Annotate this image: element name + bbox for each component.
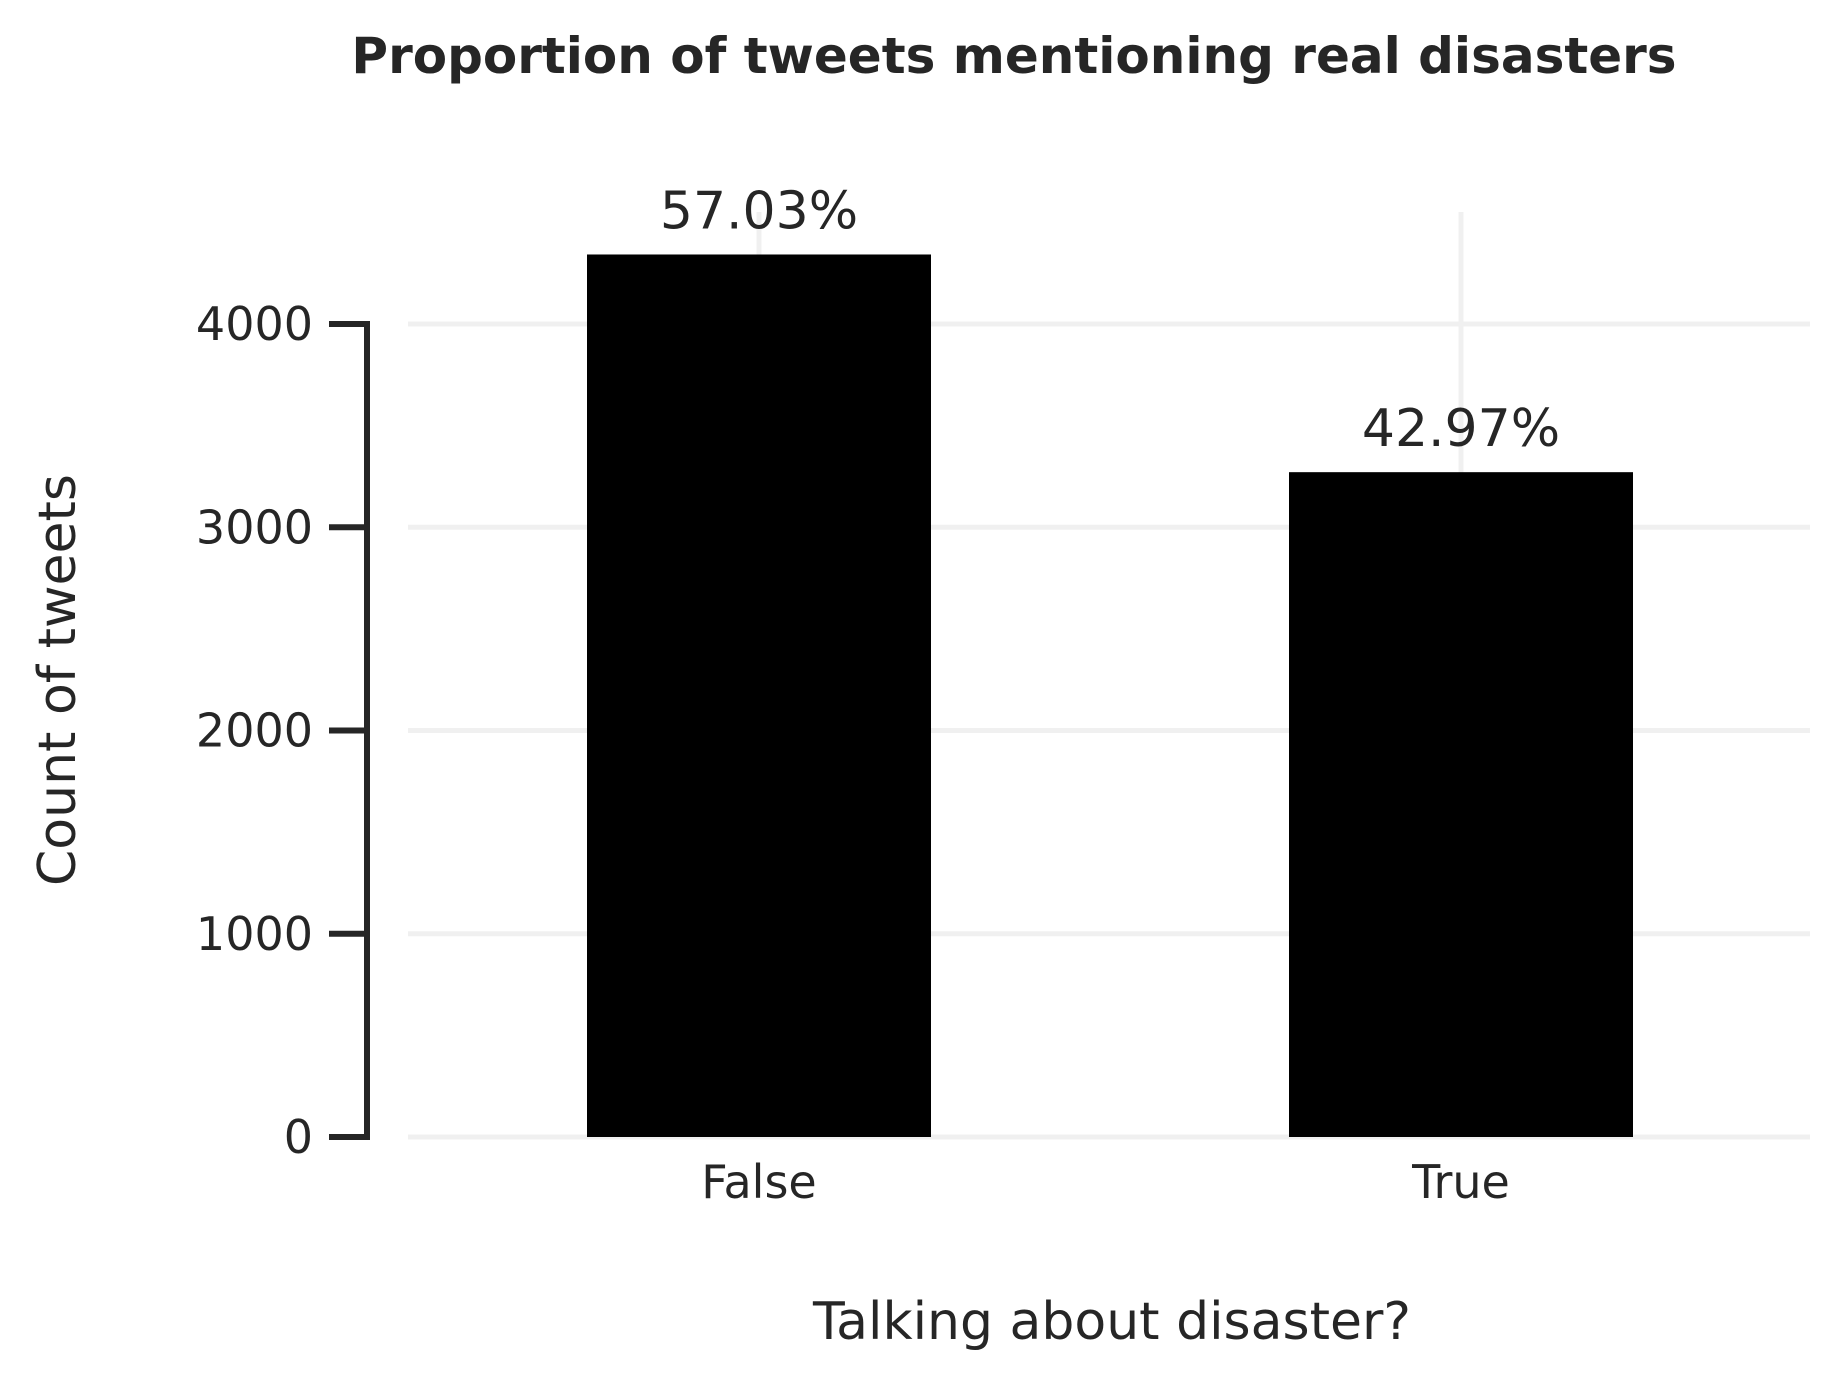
y-axis-label: Count of tweets: [28, 474, 88, 886]
data-label-true: 42.97%: [1362, 399, 1560, 459]
x-tick-label-false: False: [701, 1155, 816, 1209]
y-tick-label: 0: [284, 1110, 313, 1164]
data-label-false: 57.03%: [660, 181, 858, 241]
x-axis-label: Talking about disaster?: [812, 1292, 1411, 1352]
x-tick-label-true: True: [1411, 1155, 1510, 1209]
y-tick-label: 1000: [196, 907, 313, 961]
chart-title: Proportion of tweets mentioning real dis…: [351, 27, 1676, 85]
bar-true: [1289, 472, 1633, 1137]
y-tick-label: 2000: [196, 704, 313, 758]
bars: [587, 254, 1633, 1137]
y-tick-label: 3000: [196, 500, 313, 554]
labels: 57.03% False 42.97% True 0 1000 2000 3000 4000: [196, 181, 1560, 1209]
y-axis: [329, 321, 370, 1140]
y-tick-label: 4000: [196, 297, 313, 351]
bar-false: [587, 254, 931, 1137]
